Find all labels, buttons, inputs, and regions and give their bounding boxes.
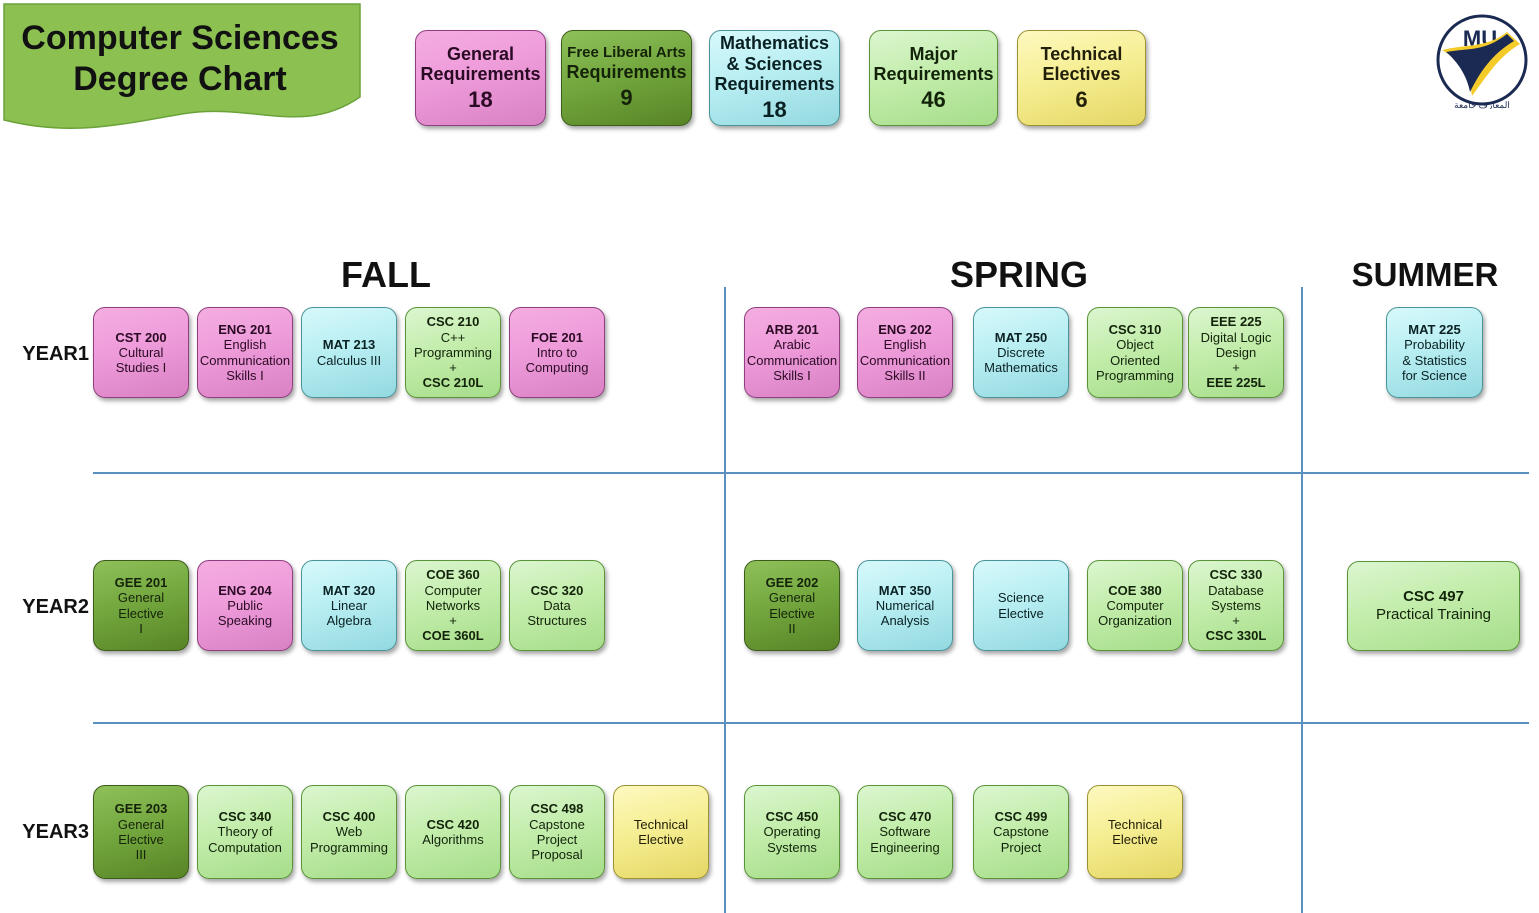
svg-text:المعارف جامعة: المعارف جامعة bbox=[1454, 100, 1510, 109]
